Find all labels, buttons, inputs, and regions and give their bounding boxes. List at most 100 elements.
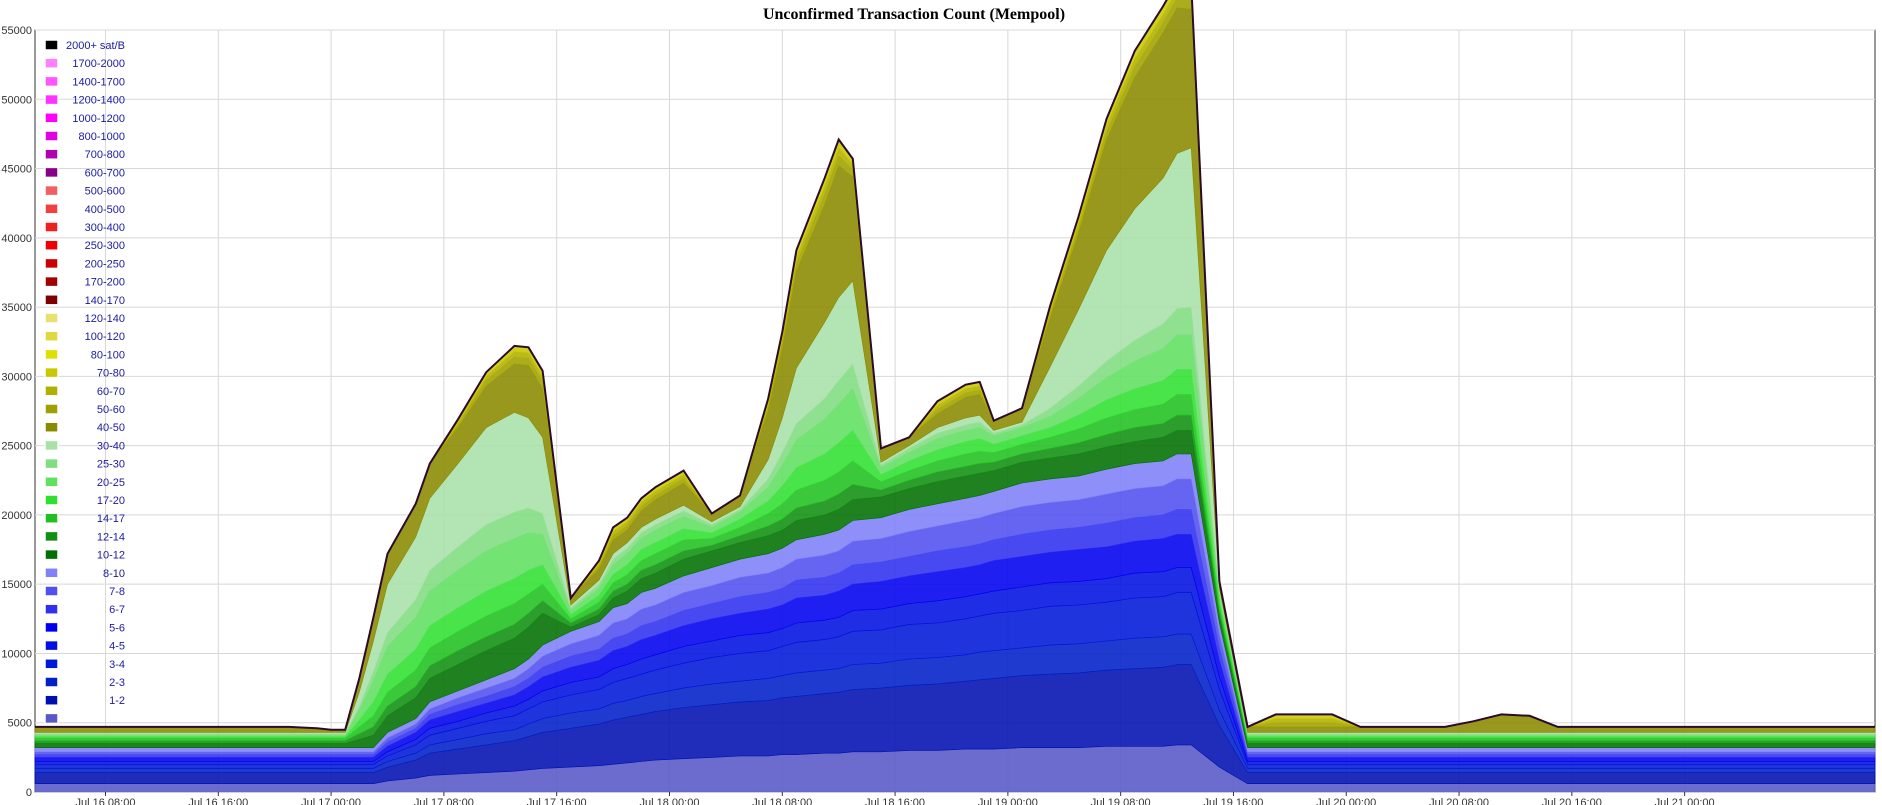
x-tick-label: Jul 19 00:00 bbox=[978, 797, 1038, 805]
legend-label: 17-20 bbox=[97, 495, 125, 507]
legend-swatch bbox=[44, 221, 59, 233]
y-tick-label: 20000 bbox=[1, 510, 32, 522]
legend-swatch bbox=[44, 585, 59, 597]
y-tick-label: 0 bbox=[26, 787, 32, 799]
legend-label: 1700-2000 bbox=[72, 58, 125, 70]
legend-swatch bbox=[44, 639, 59, 652]
legend-label: 40-50 bbox=[97, 422, 125, 434]
legend-label: 30-40 bbox=[97, 440, 125, 452]
legend-swatch bbox=[44, 112, 59, 124]
legend-label: 10-12 bbox=[97, 550, 125, 562]
legend-label: 20-25 bbox=[97, 477, 125, 489]
legend-label: 80-100 bbox=[91, 349, 125, 361]
legend-label: 1400-1700 bbox=[72, 76, 125, 88]
x-tick-label: Jul 16 16:00 bbox=[188, 797, 248, 805]
legend-label: 400-500 bbox=[85, 204, 125, 216]
x-tick-label: Jul 18 16:00 bbox=[865, 797, 925, 805]
legend-swatch bbox=[44, 694, 59, 706]
legend-swatch bbox=[44, 93, 59, 106]
x-tick-label: Jul 19 16:00 bbox=[1203, 797, 1263, 805]
legend-swatch bbox=[44, 330, 59, 342]
legend-swatch bbox=[44, 385, 59, 397]
legend-swatch bbox=[44, 348, 59, 361]
legend-label: 7-8 bbox=[109, 586, 125, 598]
x-tick-label: Jul 20 08:00 bbox=[1429, 797, 1489, 805]
legend-label: 60-70 bbox=[97, 386, 125, 398]
legend-swatch bbox=[44, 421, 59, 433]
legend-swatch bbox=[44, 676, 59, 688]
legend-swatch bbox=[44, 312, 59, 324]
x-tick-label: Jul 21 00:00 bbox=[1655, 797, 1715, 805]
legend-label: 700-800 bbox=[85, 149, 125, 161]
y-tick-label: 5000 bbox=[8, 718, 32, 730]
legend-swatch bbox=[44, 75, 59, 88]
x-tick-label: Jul 20 00:00 bbox=[1316, 797, 1376, 805]
y-tick-label: 30000 bbox=[1, 371, 32, 383]
x-tick-label: Jul 17 08:00 bbox=[414, 797, 474, 805]
y-tick-label: 10000 bbox=[1, 648, 32, 660]
legend-swatch bbox=[44, 57, 59, 69]
legend-label: 50-60 bbox=[97, 404, 125, 416]
legend-swatch bbox=[44, 658, 59, 670]
legend-label: 1200-1400 bbox=[72, 95, 125, 107]
x-tick-label: Jul 19 08:00 bbox=[1091, 797, 1151, 805]
legend-label: 12-14 bbox=[97, 531, 125, 543]
x-tick-label: Jul 18 08:00 bbox=[752, 797, 812, 805]
legend-label: 14-17 bbox=[97, 513, 125, 525]
legend-label: 2000+ sat/B bbox=[66, 40, 125, 52]
legend-swatch bbox=[44, 366, 59, 379]
y-tick-label: 15000 bbox=[1, 579, 32, 591]
legend-label: 500-600 bbox=[85, 186, 125, 198]
legend-label: 600-700 bbox=[85, 167, 125, 179]
x-tick-label: Jul 16 08:00 bbox=[76, 797, 136, 805]
legend-label: 4-5 bbox=[109, 641, 125, 653]
legend-label: 140-170 bbox=[85, 295, 125, 307]
x-tick-label: Jul 17 00:00 bbox=[301, 797, 361, 805]
stacked-areas bbox=[34, 0, 1876, 793]
legend-swatch bbox=[44, 257, 59, 270]
legend-label: 120-140 bbox=[85, 313, 125, 325]
legend-swatch bbox=[44, 166, 59, 179]
legend-label: 1-2 bbox=[109, 695, 125, 707]
legend-label: 3-4 bbox=[109, 659, 125, 671]
legend-label: 2-3 bbox=[109, 677, 125, 689]
legend-label: 8-10 bbox=[103, 568, 125, 580]
legend-swatch bbox=[44, 148, 59, 160]
legend-label: 800-1000 bbox=[79, 131, 126, 143]
legend-swatch bbox=[44, 621, 59, 634]
legend-swatch bbox=[44, 239, 59, 251]
y-axis: 0 5000 10000 15000 20000 25000 30000 35000 40000… bbox=[1, 25, 32, 799]
y-tick-label: 35000 bbox=[1, 302, 32, 314]
y-tick-label: 40000 bbox=[1, 233, 32, 245]
x-tick-label: Jul 20 16:00 bbox=[1542, 797, 1602, 805]
x-tick-label: Jul 17 16:00 bbox=[527, 797, 587, 805]
legend-label: 170-200 bbox=[85, 277, 125, 289]
legend-swatch bbox=[44, 439, 59, 452]
legend-swatch bbox=[44, 548, 59, 561]
legend-swatch bbox=[44, 403, 59, 415]
legend-label: 300-400 bbox=[85, 222, 125, 234]
legend-label: 5-6 bbox=[109, 622, 125, 634]
legend-label: 70-80 bbox=[97, 368, 125, 380]
legend-swatch bbox=[44, 184, 59, 197]
legend-label: 250-300 bbox=[85, 240, 125, 252]
legend-swatch bbox=[44, 457, 59, 470]
legend-label: 6-7 bbox=[109, 604, 125, 616]
chart-title: Unconfirmed Transaction Count (Mempool) bbox=[763, 6, 1065, 23]
x-tick-label: Jul 18 00:00 bbox=[640, 797, 700, 805]
legend-swatch bbox=[44, 603, 59, 615]
legend-swatch bbox=[44, 476, 59, 488]
y-tick-label: 50000 bbox=[1, 94, 32, 106]
legend-swatch bbox=[44, 275, 59, 288]
x-axis: Jul 16 08:00 Jul 16 16:00 Jul 17 00:00 Jul … bbox=[76, 792, 1715, 805]
legend-label: 100-120 bbox=[85, 331, 125, 343]
legend-swatch bbox=[44, 530, 59, 543]
legend-swatch bbox=[44, 294, 59, 306]
legend-swatch bbox=[44, 567, 59, 579]
legend-swatch bbox=[44, 494, 59, 506]
y-tick-label: 45000 bbox=[1, 164, 32, 176]
legend-swatch bbox=[44, 39, 59, 51]
y-tick-label: 25000 bbox=[1, 441, 32, 453]
legend-swatch bbox=[44, 203, 59, 215]
